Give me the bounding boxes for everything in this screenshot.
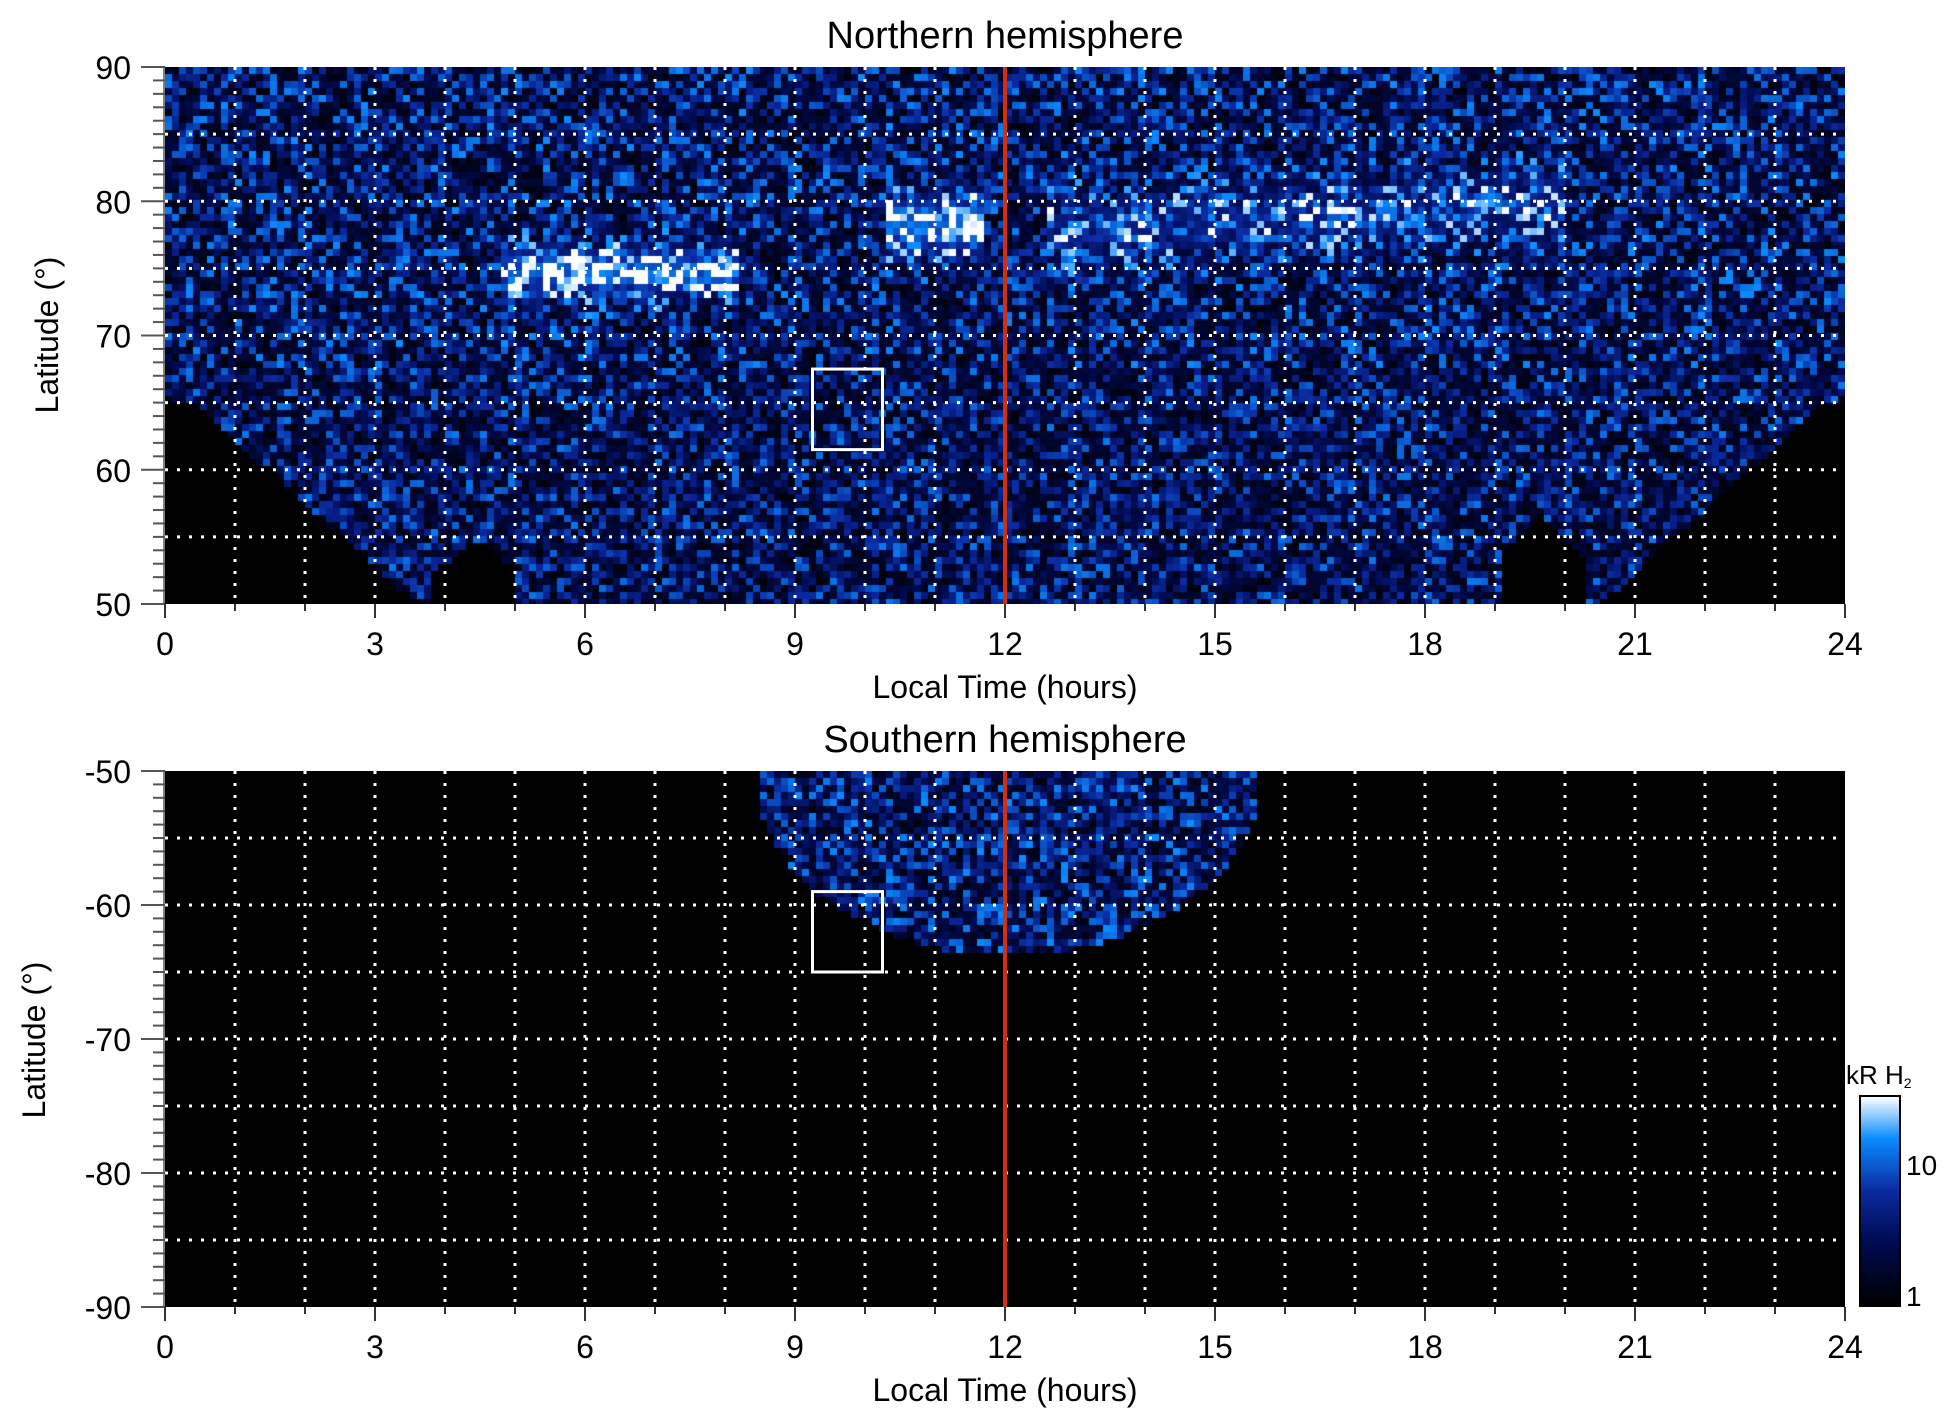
- y-tick-label: -80: [85, 1156, 131, 1192]
- y-tick-label: 80: [95, 184, 131, 220]
- colorbar: kR H2 10 1: [1846, 1060, 1937, 1312]
- south-panel: Southern hemisphere Local Time (hours) L…: [16, 719, 1863, 1408]
- x-tick-label: 18: [1407, 626, 1443, 662]
- x-tick-label: 6: [576, 626, 594, 662]
- x-tick-label: 15: [1197, 626, 1233, 662]
- north-panel: Northern hemisphere Local Time (hours) L…: [29, 15, 1863, 705]
- x-tick-label: 0: [156, 626, 174, 662]
- x-tick-label: 21: [1617, 626, 1653, 662]
- x-tick-label: 15: [1197, 1329, 1233, 1365]
- x-tick-label: 9: [786, 1329, 804, 1365]
- y-tick-label: -70: [85, 1022, 131, 1058]
- x-tick-label: 9: [786, 626, 804, 662]
- x-tick-label: 3: [366, 1329, 384, 1365]
- x-tick-label: 12: [987, 626, 1023, 662]
- x-tick-label: 24: [1827, 1329, 1863, 1365]
- x-tick-label: 18: [1407, 1329, 1443, 1365]
- colorbar-tick-1: 1: [1906, 1281, 1922, 1312]
- north-title: Northern hemisphere: [827, 15, 1184, 57]
- y-tick-label: -60: [85, 888, 131, 924]
- colorbar-gradient: [1860, 1096, 1900, 1306]
- highlight-box: [811, 367, 884, 452]
- colorbar-label: kR H2: [1846, 1060, 1912, 1091]
- x-tick-label: 21: [1617, 1329, 1653, 1365]
- y-tick-label: -50: [85, 754, 131, 790]
- y-tick-label: 50: [95, 587, 131, 623]
- colorbar-frame: [1859, 1095, 1901, 1307]
- north-ylabel: Latitude (°): [29, 257, 65, 414]
- highlight-box: [811, 890, 884, 974]
- x-tick-label: 24: [1827, 626, 1863, 662]
- south-ylabel: Latitude (°): [16, 962, 52, 1119]
- colorbar-tick-10: 10: [1906, 1150, 1937, 1181]
- x-tick-label: 0: [156, 1329, 174, 1365]
- south-xlabel: Local Time (hours): [873, 1372, 1138, 1408]
- y-tick-label: 90: [95, 50, 131, 86]
- y-tick-label: 60: [95, 453, 131, 489]
- x-tick-label: 12: [987, 1329, 1023, 1365]
- x-tick-label: 3: [366, 626, 384, 662]
- x-tick-label: 6: [576, 1329, 594, 1365]
- north-xlabel: Local Time (hours): [873, 669, 1138, 705]
- south-title: Southern hemisphere: [823, 719, 1186, 761]
- y-tick-label: 70: [95, 319, 131, 355]
- y-tick-label: -90: [85, 1290, 131, 1326]
